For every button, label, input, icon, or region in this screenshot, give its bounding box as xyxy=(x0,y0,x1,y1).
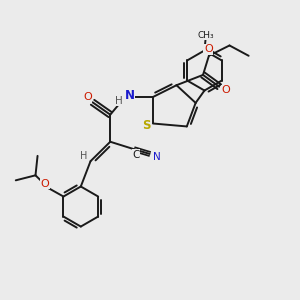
Text: O: O xyxy=(40,178,49,189)
Text: S: S xyxy=(142,119,151,132)
Text: N: N xyxy=(153,152,160,162)
Text: O: O xyxy=(221,85,230,95)
Text: O: O xyxy=(204,44,213,54)
Text: H: H xyxy=(115,95,123,106)
Text: O: O xyxy=(83,92,92,102)
Text: H: H xyxy=(80,151,88,161)
Text: N: N xyxy=(124,89,134,102)
Text: C: C xyxy=(133,150,140,160)
Text: CH₃: CH₃ xyxy=(197,31,214,40)
